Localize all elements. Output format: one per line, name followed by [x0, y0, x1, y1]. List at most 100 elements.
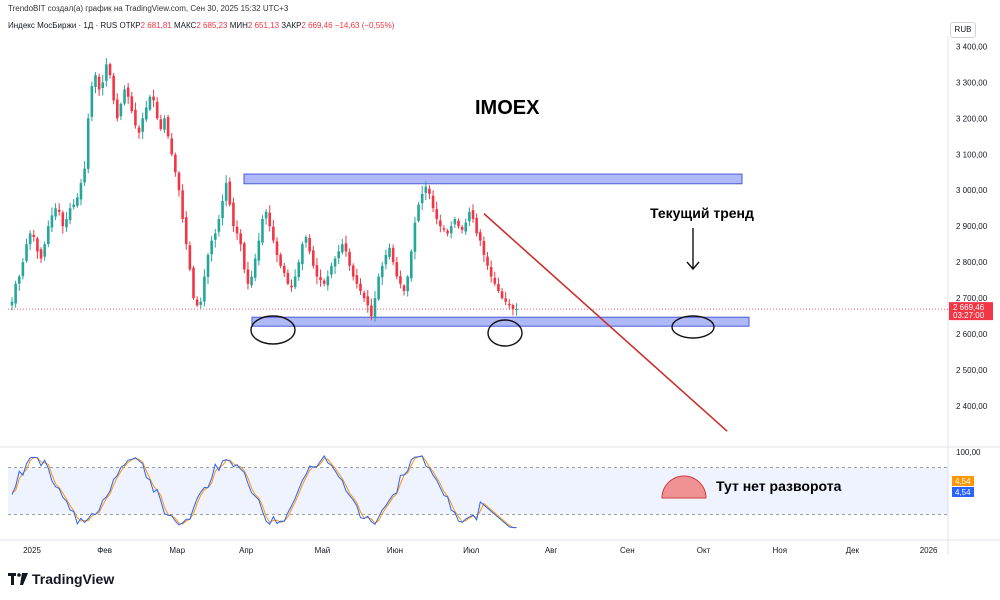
- candle-body[interactable]: [279, 254, 282, 266]
- candle-body[interactable]: [311, 250, 315, 266]
- candle-body[interactable]: [47, 226, 50, 244]
- candle-body[interactable]: [170, 138, 174, 155]
- candle-body[interactable]: [468, 211, 471, 222]
- symbol-name[interactable]: Индекс МосБиржи · 1Д · RUS: [8, 21, 118, 30]
- candle-body[interactable]: [163, 118, 166, 130]
- candle-body[interactable]: [322, 280, 326, 284]
- candle-body[interactable]: [137, 127, 141, 133]
- candle-body[interactable]: [50, 215, 54, 228]
- candle-body[interactable]: [235, 226, 239, 234]
- candle-body[interactable]: [203, 276, 206, 302]
- candle-body[interactable]: [65, 219, 68, 228]
- candle-body[interactable]: [391, 247, 395, 263]
- candle-body[interactable]: [177, 172, 181, 191]
- candle-body[interactable]: [268, 212, 272, 227]
- candle-body[interactable]: [199, 301, 203, 305]
- currency-label[interactable]: RUB: [950, 22, 976, 38]
- candle-body[interactable]: [239, 233, 242, 245]
- candle-body[interactable]: [213, 233, 217, 240]
- candle-body[interactable]: [341, 244, 344, 253]
- candle-body[interactable]: [293, 276, 297, 288]
- candle-body[interactable]: [355, 275, 359, 284]
- candle-body[interactable]: [221, 201, 224, 219]
- candle-body[interactable]: [290, 285, 293, 288]
- candle-body[interactable]: [79, 183, 83, 200]
- candle-body[interactable]: [482, 240, 486, 255]
- candle-body[interactable]: [515, 309, 518, 311]
- candle-body[interactable]: [315, 265, 319, 277]
- candle-body[interactable]: [195, 299, 199, 306]
- candle-body[interactable]: [25, 244, 28, 261]
- candle-body[interactable]: [130, 96, 134, 112]
- candle-body[interactable]: [68, 208, 72, 221]
- candle-body[interactable]: [72, 204, 76, 208]
- candle-body[interactable]: [489, 266, 493, 277]
- candle-body[interactable]: [275, 241, 279, 255]
- candle-body[interactable]: [504, 298, 507, 302]
- candle-body[interactable]: [166, 117, 170, 137]
- candle-body[interactable]: [326, 276, 330, 286]
- candle-body[interactable]: [159, 119, 163, 130]
- candle-body[interactable]: [377, 276, 380, 300]
- candle-body[interactable]: [83, 168, 86, 183]
- candle-body[interactable]: [243, 243, 246, 270]
- candle-body[interactable]: [36, 238, 39, 252]
- candle-body[interactable]: [431, 195, 435, 209]
- candle-body[interactable]: [446, 230, 449, 234]
- candle-body[interactable]: [174, 154, 177, 173]
- candle-body[interactable]: [257, 240, 261, 261]
- candle-body[interactable]: [471, 210, 475, 220]
- candle-body[interactable]: [86, 118, 90, 169]
- candle-body[interactable]: [264, 211, 268, 219]
- candle-body[interactable]: [413, 222, 417, 252]
- candle-body[interactable]: [32, 234, 36, 237]
- candle-body[interactable]: [424, 186, 428, 193]
- candle-body[interactable]: [297, 262, 301, 277]
- candle-body[interactable]: [261, 219, 264, 243]
- candle-body[interactable]: [337, 251, 340, 259]
- candle-body[interactable]: [17, 276, 21, 284]
- candle-body[interactable]: [246, 269, 250, 284]
- candle-body[interactable]: [228, 181, 232, 205]
- candle-body[interactable]: [384, 254, 388, 265]
- candle-body[interactable]: [152, 96, 155, 101]
- candle-body[interactable]: [14, 283, 17, 304]
- candle-body[interactable]: [112, 75, 115, 101]
- candle-body[interactable]: [333, 258, 337, 267]
- candle-body[interactable]: [417, 204, 420, 221]
- candle-body[interactable]: [250, 276, 253, 286]
- candle-body[interactable]: [308, 237, 311, 252]
- candle-body[interactable]: [395, 262, 399, 277]
- candle-body[interactable]: [359, 283, 362, 291]
- candle-body[interactable]: [301, 244, 304, 265]
- candle-body[interactable]: [184, 217, 188, 245]
- candle-body[interactable]: [402, 285, 406, 291]
- candle-body[interactable]: [420, 193, 424, 204]
- candle-body[interactable]: [10, 301, 14, 306]
- candle-body[interactable]: [188, 245, 192, 270]
- candle-body[interactable]: [39, 249, 43, 259]
- candle-body[interactable]: [43, 244, 46, 257]
- candle-body[interactable]: [272, 226, 275, 241]
- candle-body[interactable]: [330, 265, 333, 275]
- trendline[interactable]: [483, 213, 728, 432]
- candle-body[interactable]: [453, 219, 457, 225]
- candle-body[interactable]: [101, 82, 105, 88]
- candle-body[interactable]: [497, 283, 500, 291]
- candle-body[interactable]: [148, 96, 152, 110]
- candle-body[interactable]: [108, 64, 112, 76]
- candle-body[interactable]: [410, 251, 413, 279]
- candle-body[interactable]: [399, 276, 402, 284]
- candle-body[interactable]: [145, 107, 148, 120]
- candle-body[interactable]: [105, 64, 108, 81]
- candle-body[interactable]: [206, 254, 210, 277]
- candle-body[interactable]: [21, 262, 25, 277]
- candle-body[interactable]: [475, 217, 478, 234]
- candle-body[interactable]: [457, 220, 460, 227]
- candle-body[interactable]: [344, 243, 348, 252]
- candle-body[interactable]: [442, 228, 446, 230]
- candle-body[interactable]: [380, 265, 384, 278]
- candle-body[interactable]: [123, 89, 126, 104]
- candle-body[interactable]: [76, 197, 79, 206]
